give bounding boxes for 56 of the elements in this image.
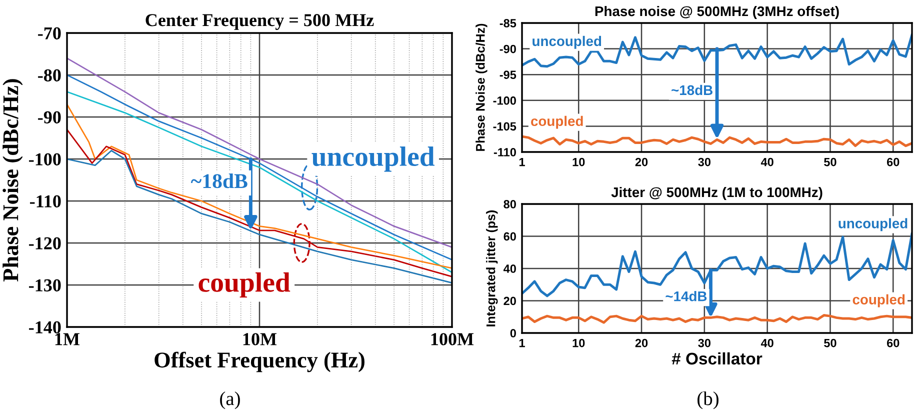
x-tick-label: 10 [572, 338, 585, 348]
x-axis-title: # Oscillator [672, 352, 762, 365]
annotation: ~14dB [666, 291, 707, 302]
y-tick-label: -110 [30, 195, 61, 208]
series-label: coupled [531, 116, 583, 129]
y-tick-label: -110 [494, 148, 516, 156]
annotation: ~18dB [190, 173, 248, 188]
series-label: uncoupled [312, 146, 435, 172]
y-tick-label: -100 [493, 96, 516, 105]
y-tick-label: 0 [510, 329, 516, 338]
y-tick-label: 40 [503, 264, 516, 273]
y-tick-label: -90 [38, 111, 61, 124]
y-tick-label: -95 [500, 70, 516, 79]
y-tick-label: -120 [29, 237, 61, 250]
x-tick-label: 20 [635, 338, 648, 348]
x-tick-label: 10M [243, 333, 277, 346]
series-label: coupled [852, 294, 905, 308]
chart-title: Jitter @ 500MHz (1M to 100MHz) [611, 186, 822, 200]
y-tick-label: -100 [29, 153, 61, 166]
x-tick-label: 60 [886, 158, 900, 166]
chart-title: Center Frequency = 500 MHz [146, 14, 374, 30]
legend-label: coupled [198, 272, 290, 298]
x-tick-label: 100M [431, 333, 474, 346]
series-label: uncoupled [532, 36, 602, 49]
x-tick-label: 1 [519, 338, 525, 348]
y-tick-label: -140 [29, 321, 61, 334]
x-tick-label: 50 [824, 338, 836, 348]
x-tick-label: 30 [698, 338, 710, 348]
series-label: uncoupled [838, 218, 908, 232]
x-tick-label: 1M [55, 333, 80, 346]
x-tick-label: 20 [635, 158, 648, 166]
x-tick-label: 10 [572, 158, 585, 166]
y-tick-label: 20 [504, 296, 516, 306]
y-tick-label: -70 [38, 27, 61, 40]
y-tick-label: -90 [500, 44, 516, 54]
y-axis-title: Phase Noise (dBc/Hz) [2, 79, 23, 282]
chart-title: Phase noise @ 500MHz (3MHz offset) [595, 6, 839, 19]
y-axis-title: Integrated jitter (ps) [486, 210, 498, 326]
text: (b) [698, 392, 718, 410]
y-tick-label: -80 [38, 69, 61, 82]
x-tick-label: 1 [519, 158, 525, 166]
x-tick-label: 50 [824, 158, 836, 166]
y-tick-label: -130 [29, 279, 61, 292]
x-tick-label: 30 [698, 158, 710, 166]
y-axis-title: Phase Noise (dBc/Hz) [476, 24, 488, 151]
y-tick-label: -105 [493, 122, 516, 131]
y-tick-label: 60 [504, 232, 516, 241]
line-series [522, 135, 912, 148]
annotation: ~18dB [672, 84, 712, 96]
x-tick-label: 40 [760, 158, 774, 166]
y-tick-label: -85 [500, 19, 516, 28]
x-tick-label: 60 [886, 338, 900, 348]
x-tick-label: 40 [760, 338, 774, 348]
x-axis-title: Offset Frequency (Hz) [154, 352, 364, 372]
text: (a) [220, 392, 240, 410]
y-tick-label: 80 [504, 200, 516, 208]
